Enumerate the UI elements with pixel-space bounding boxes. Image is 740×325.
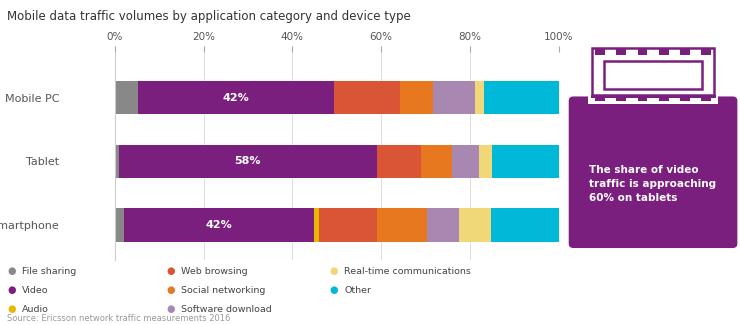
Bar [491,208,559,241]
Bar [702,49,711,55]
Bar [459,208,491,241]
Text: Other: Other [344,286,371,295]
Text: File sharing: File sharing [22,267,76,276]
Bar [421,145,452,178]
Bar [638,49,648,55]
Bar [115,208,124,241]
Bar [474,81,484,114]
Text: ●: ● [329,285,337,295]
Bar [377,208,427,241]
Text: ●: ● [7,304,16,314]
Bar [616,95,626,101]
Bar [314,208,319,241]
Bar [659,49,669,55]
Text: ●: ● [7,285,16,295]
Bar [638,95,648,101]
Bar [400,81,432,114]
Bar [616,49,626,55]
Bar [138,81,334,114]
Text: Web browsing: Web browsing [181,267,248,276]
Bar [479,145,492,178]
Text: Video: Video [22,286,49,295]
Text: ●: ● [166,304,175,314]
Bar [484,81,559,114]
Bar [452,145,479,178]
Text: ●: ● [7,266,16,276]
Bar [680,49,690,55]
Bar [124,208,314,241]
Text: Social networking: Social networking [181,286,266,295]
Bar [702,95,711,101]
Bar [377,145,421,178]
Bar [659,95,669,101]
Bar [595,49,605,55]
Text: ●: ● [166,285,175,295]
Bar [115,81,138,114]
Text: Mobile data traffic volumes by application category and device type: Mobile data traffic volumes by applicati… [7,10,411,23]
Text: The share of video
traffic is approaching
60% on tablets: The share of video traffic is approachin… [589,165,716,203]
Bar [319,208,377,241]
FancyBboxPatch shape [569,97,737,248]
Text: Source: Ericsson network traffic measurements 2016: Source: Ericsson network traffic measure… [7,314,231,323]
Bar [592,48,714,95]
Bar [119,145,377,178]
Bar [427,208,459,241]
Text: Audio: Audio [22,305,49,314]
Text: ●: ● [166,266,175,276]
Bar [680,95,690,101]
Bar [334,81,400,114]
Bar [595,95,605,101]
Bar [432,81,474,114]
Bar [492,145,559,178]
Text: Real-time communications: Real-time communications [344,267,471,276]
Text: 42%: 42% [223,93,249,103]
Bar [115,145,119,178]
Text: 58%: 58% [235,156,261,166]
Text: 42%: 42% [206,220,232,230]
Text: Software download: Software download [181,305,272,314]
Bar [604,61,702,89]
Text: ●: ● [329,266,337,276]
